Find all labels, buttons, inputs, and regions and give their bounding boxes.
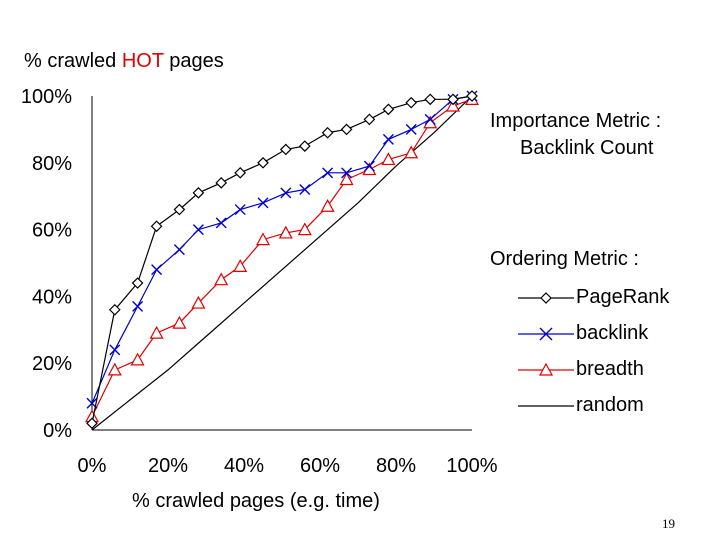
data-point-breadth xyxy=(107,362,122,376)
legend-swatch-backlink xyxy=(518,327,574,341)
data-point-breadth xyxy=(149,325,164,339)
data-point-pagerank xyxy=(466,90,478,102)
data-point-breadth xyxy=(191,295,206,309)
data-point-backlink xyxy=(322,167,334,179)
data-point-pagerank xyxy=(298,140,311,152)
data-point-backlink xyxy=(299,184,311,196)
axes xyxy=(91,96,472,431)
data-point-pagerank xyxy=(382,103,395,116)
data-point-pagerank xyxy=(363,113,376,126)
data-point-backlink xyxy=(215,217,227,229)
data-point-breadth xyxy=(320,198,335,212)
legend-label-random: random xyxy=(576,394,644,416)
data-point-breadth xyxy=(297,222,312,236)
data-point-backlink xyxy=(257,197,269,209)
series-layer xyxy=(84,90,480,431)
data-point-pagerank xyxy=(108,303,121,316)
legend-label-breadth: breadth xyxy=(576,358,644,380)
legend-swatch-pagerank xyxy=(518,292,574,304)
legend-swatch-breadth xyxy=(518,362,574,376)
y-tick-label: 0% xyxy=(43,420,72,442)
data-point-backlink xyxy=(109,344,121,356)
data-point-pagerank xyxy=(192,187,205,199)
legend-label-pagerank: PageRank xyxy=(576,286,670,308)
series-breadth xyxy=(84,92,480,423)
legend-label-backlink: backlink xyxy=(576,322,649,344)
data-point-pagerank xyxy=(173,203,186,216)
data-point-pagerank xyxy=(215,176,228,189)
y-axis-title-highlight: HOT xyxy=(121,50,164,72)
data-point-pagerank xyxy=(86,417,98,430)
data-point-backlink xyxy=(132,300,144,312)
y-axis-title: % crawled HOT pages xyxy=(24,50,224,73)
x-tick-label: 100% xyxy=(446,455,497,477)
y-tick-label: 100% xyxy=(21,86,72,108)
data-point-breadth xyxy=(130,352,145,366)
data-point-breadth xyxy=(172,315,187,329)
y-tick-label: 80% xyxy=(32,153,72,175)
data-point-backlink xyxy=(363,160,375,172)
page-number: 19 xyxy=(662,516,675,531)
series-line-pagerank xyxy=(91,95,473,424)
tick-labels: 0% 20% 40% 60% 80% 100% 0% 20% 40% 60% 80% 100% xyxy=(21,86,498,477)
x-tick-label: 80% xyxy=(376,455,416,477)
data-point-backlink xyxy=(173,244,185,256)
data-point-breadth xyxy=(404,145,419,159)
x-tick-label: 20% xyxy=(148,455,188,477)
data-point-pagerank xyxy=(321,126,334,139)
data-point-pagerank xyxy=(257,156,269,169)
legend-swatch-random xyxy=(518,405,574,407)
x-axis-title: % crawled pages (e.g. time) xyxy=(132,490,380,512)
series-backlink xyxy=(86,90,478,409)
series-line-breadth xyxy=(91,98,473,417)
data-point-pagerank xyxy=(234,166,247,179)
data-point-backlink xyxy=(382,133,394,145)
data-point-breadth xyxy=(278,225,293,239)
data-point-breadth xyxy=(214,272,229,286)
data-point-backlink xyxy=(192,224,204,236)
data-point-backlink xyxy=(341,167,353,179)
y-tick-label: 60% xyxy=(32,220,72,242)
data-point-pagerank xyxy=(405,96,418,109)
ordering-metric-title: Ordering Metric : xyxy=(490,248,639,270)
importance-metric-title: Importance Metric : xyxy=(490,110,662,132)
data-point-breadth xyxy=(339,172,354,186)
x-tick-label: 60% xyxy=(300,455,340,477)
y-tick-label: 40% xyxy=(32,286,72,308)
data-point-breadth xyxy=(233,259,248,272)
y-tick-label: 20% xyxy=(32,353,72,375)
y-axis-title-suffix: pages xyxy=(163,50,224,72)
data-point-backlink xyxy=(405,123,417,135)
data-point-breadth xyxy=(255,232,271,246)
importance-metric-value: Backlink Count xyxy=(520,137,654,159)
data-point-breadth xyxy=(381,152,396,166)
data-point-breadth xyxy=(445,98,461,112)
data-point-pagerank xyxy=(279,143,292,156)
data-point-backlink xyxy=(424,113,436,125)
y-axis-title-prefix: % crawled xyxy=(24,50,122,72)
x-tick-label: 0% xyxy=(78,455,107,477)
data-point-backlink xyxy=(151,264,163,276)
data-point-pagerank xyxy=(150,220,163,233)
series-pagerank xyxy=(86,90,478,430)
data-point-pagerank xyxy=(447,93,459,106)
data-point-backlink xyxy=(234,204,246,216)
data-point-pagerank xyxy=(131,277,144,289)
data-point-backlink xyxy=(280,187,292,199)
x-tick-label: 40% xyxy=(224,455,264,477)
data-point-pagerank xyxy=(424,93,437,106)
data-point-pagerank xyxy=(340,123,353,136)
